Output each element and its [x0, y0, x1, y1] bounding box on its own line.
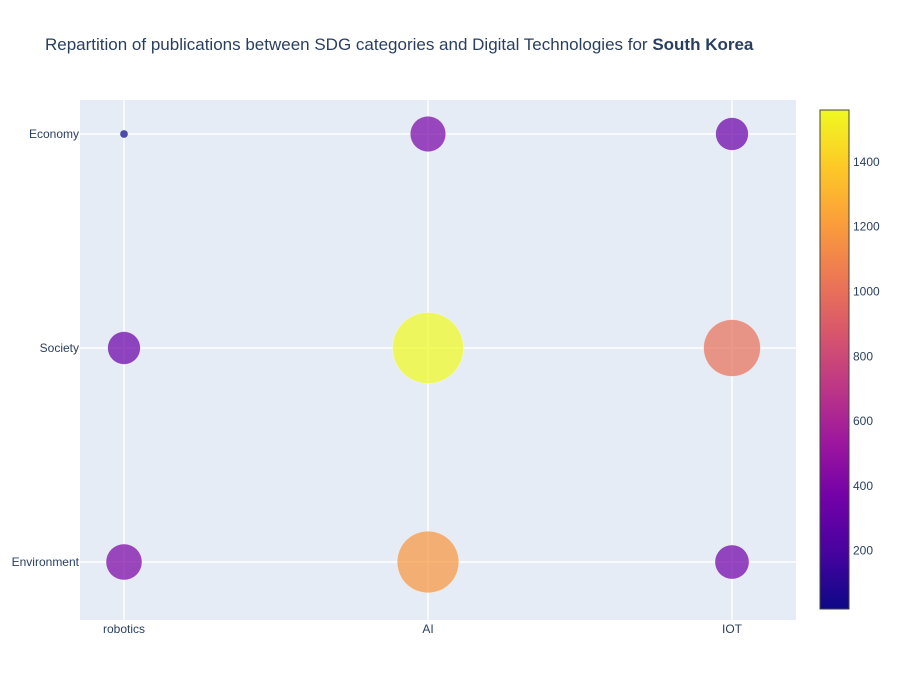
y-tick-label-economy: Economy — [29, 127, 79, 141]
colorbar-tick-600: 600 — [853, 414, 873, 428]
bubble-ai-economy[interactable] — [410, 116, 446, 152]
chart-title: Repartition of publications between SDG … — [45, 35, 754, 54]
bubble-iot-economy[interactable] — [715, 117, 749, 151]
colorbar-tick-1200: 1200 — [853, 220, 880, 234]
colorbar-gradient — [819, 109, 850, 610]
bubble-iot-environment[interactable] — [714, 544, 750, 580]
x-tick-label-ai: AI — [422, 622, 433, 636]
bubble-ai-society[interactable] — [392, 312, 464, 384]
bubble-ai-environment[interactable] — [396, 530, 460, 594]
plot-area: robotics AI IOT Environment Society Economy — [12, 100, 796, 636]
chart-title-country: South Korea — [652, 35, 754, 54]
colorbar-tick-800: 800 — [853, 349, 873, 363]
y-tick-label-society: Society — [40, 341, 79, 355]
x-tick-label-robotics: robotics — [103, 622, 145, 636]
colorbar-tick-200: 200 — [853, 544, 873, 558]
colorbar: 200 400 600 800 1000 1200 1400 — [819, 109, 880, 610]
chart-title-prefix: Repartition of publications between SDG … — [45, 35, 652, 54]
bubble-iot-society[interactable] — [703, 319, 761, 377]
x-tick-label-iot: IOT — [722, 622, 743, 636]
colorbar-tick-1400: 1400 — [853, 155, 880, 169]
bubble-robotics-environment[interactable] — [105, 543, 143, 581]
y-tick-label-environment: Environment — [12, 555, 80, 569]
colorbar-tick-1000: 1000 — [853, 284, 880, 298]
colorbar-tick-400: 400 — [853, 479, 873, 493]
bubble-robotics-society[interactable] — [107, 331, 141, 365]
bubble-robotics-economy[interactable] — [119, 129, 129, 139]
